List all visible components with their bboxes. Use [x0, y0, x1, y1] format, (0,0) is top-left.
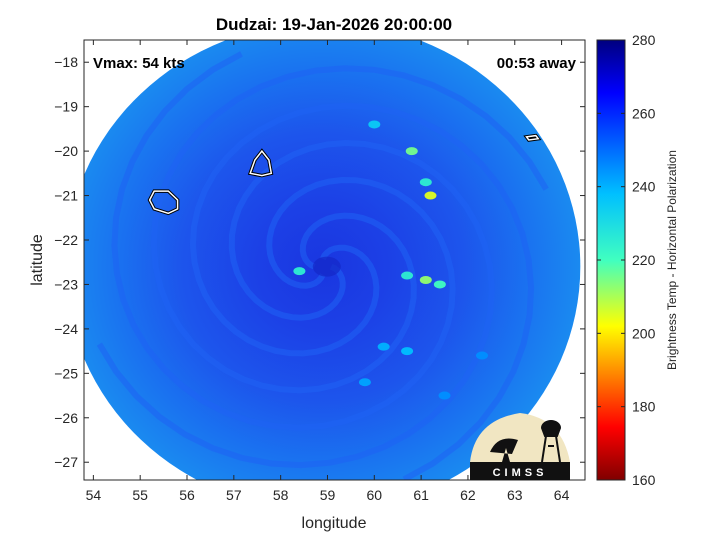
cold-spot [293, 267, 306, 276]
colorbar-tick-label: 240 [632, 179, 656, 195]
y-tick-label: −22 [54, 232, 78, 248]
x-tick-label: 63 [507, 487, 523, 503]
cold-spot [377, 342, 390, 351]
y-tick-label: −25 [54, 365, 78, 381]
cold-spot [419, 276, 432, 284]
colorbar-tick-label: 220 [632, 252, 656, 268]
y-axis-label: latitude [29, 234, 46, 286]
cold-spot [419, 178, 432, 187]
colorbar-label: Brightness Temp - Horizontal Polarizatio… [665, 150, 679, 370]
y-tick-label: −26 [54, 410, 78, 426]
logo-text: CIMSS [493, 467, 548, 479]
cimss-logo: CIMSS [470, 413, 570, 480]
satellite-dish-icon [490, 438, 518, 462]
cold-spot [368, 120, 381, 129]
rain-band [189, 102, 535, 480]
x-tick-label: 64 [554, 487, 570, 503]
y-tick-label: −24 [54, 321, 78, 337]
cold-spot [405, 147, 418, 156]
convection-features [293, 120, 488, 400]
colorbar-tick-label: 280 [632, 32, 656, 48]
coastlines [147, 133, 542, 216]
coastline-mauritius [249, 149, 273, 177]
x-axis-label: longitude [302, 515, 367, 532]
microwave-swath [84, 40, 581, 480]
y-tick-label: −20 [54, 143, 78, 159]
x-tick-label: 56 [179, 487, 195, 503]
y-tick-label: −18 [54, 54, 78, 70]
colorbar-ticks: 160 180 200 220 240 260 280 [597, 32, 656, 488]
rain-band [96, 139, 495, 469]
plot-area [84, 40, 585, 480]
y-tick-label: −27 [54, 454, 78, 470]
x-tick-label: 62 [460, 487, 476, 503]
y-tick-label: −21 [54, 188, 78, 204]
y-tick-label: −23 [54, 276, 78, 292]
coastline-rodrigues [525, 134, 540, 141]
cold-spot [475, 351, 488, 360]
x-tick-label: 61 [413, 487, 429, 503]
chart-title: Dudzai: 19-Jan-2026 20:00:00 [216, 15, 452, 34]
cold-spot [424, 191, 437, 200]
x-axis-ticks: 54 55 56 57 58 59 60 61 62 63 64 [86, 40, 570, 503]
colorbar-tick-label: 160 [632, 472, 656, 488]
colorbar [596, 39, 626, 481]
plot-frame [83, 39, 586, 481]
cold-spot [433, 280, 446, 289]
coastline-reunion [148, 190, 179, 215]
x-tick-label: 59 [320, 487, 336, 503]
x-tick-label: 54 [86, 487, 102, 503]
cold-spot [358, 378, 371, 387]
y-axis-ticks: −18 −19 −20 −21 −22 −23 −24 −25 −26 −27 [54, 54, 585, 470]
colorbar-tick-label: 200 [632, 325, 656, 341]
x-tick-label: 57 [226, 487, 242, 503]
x-tick-label: 55 [132, 487, 148, 503]
cold-spot [401, 347, 414, 356]
rain-band [150, 65, 549, 394]
x-tick-label: 60 [367, 487, 383, 503]
vmax-label: Vmax: 54 kts [93, 55, 185, 72]
water-tower-icon [540, 420, 562, 463]
colorbar-tick-label: 180 [632, 399, 656, 415]
rain-band [111, 51, 456, 431]
logo-band [470, 462, 570, 480]
cold-spot [438, 391, 451, 400]
time-away-label: 00:53 away [497, 55, 577, 72]
storm-eye [312, 256, 341, 277]
cold-spot [401, 271, 414, 280]
y-tick-label: −19 [54, 99, 78, 115]
colorbar-tick-label: 260 [632, 105, 656, 121]
x-tick-label: 58 [273, 487, 289, 503]
